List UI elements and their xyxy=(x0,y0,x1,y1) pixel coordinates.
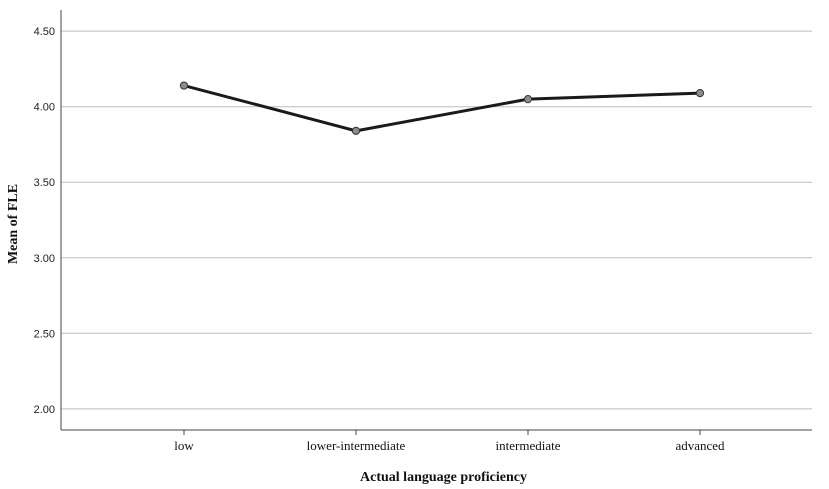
x-tick-label: advanced xyxy=(675,438,725,453)
x-tick-labels: low lower-intermediate intermediate advance… xyxy=(174,430,725,453)
y-tick-labels: 2.00 2.50 3.00 3.50 4.00 4.50 xyxy=(34,26,55,416)
series-line xyxy=(182,84,702,133)
data-point xyxy=(523,95,533,104)
x-tick-label: lower-intermediate xyxy=(307,438,406,453)
y-tick-label: 4.00 xyxy=(34,102,55,114)
series xyxy=(179,81,705,135)
y-tick-label: 4.50 xyxy=(34,26,55,38)
gridlines xyxy=(61,30,812,410)
data-point xyxy=(179,81,189,90)
data-point xyxy=(695,88,705,98)
x-tick-label: low xyxy=(174,438,194,453)
y-tick-label: 2.00 xyxy=(34,404,55,416)
y-tick-label: 2.50 xyxy=(34,328,55,340)
x-tick-label: intermediate xyxy=(496,438,561,453)
y-tick-label: 3.00 xyxy=(34,253,55,265)
axes xyxy=(60,10,812,431)
y-tick-label: 3.50 xyxy=(34,177,55,189)
x-axis-title: Actual language proficiency xyxy=(360,470,527,485)
y-axis-title: Mean of FLE xyxy=(6,184,21,264)
data-point xyxy=(351,126,361,135)
